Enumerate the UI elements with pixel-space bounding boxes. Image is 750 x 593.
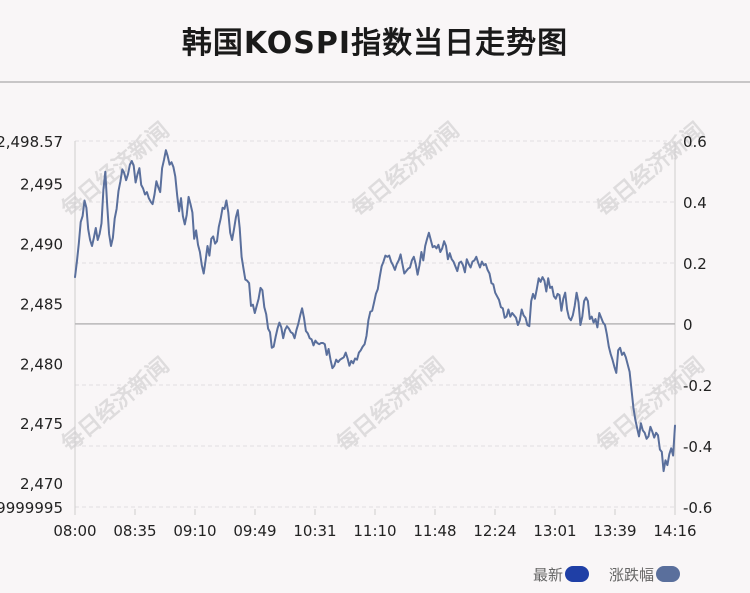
title-divider: [0, 81, 750, 83]
x-tick-label: 09:49: [233, 522, 276, 540]
legend-swatch-latest-icon: [565, 566, 590, 582]
x-tick-label: 11:10: [353, 522, 396, 540]
chart-title: 韩国KOSPI指数当日走势图: [181, 26, 569, 61]
right-tick-label: -0.2: [683, 377, 712, 395]
watermark-text: 每日经济新闻: [347, 117, 465, 222]
watermark-text: 每日经济新闻: [57, 117, 175, 222]
right-tick-label: 0.2: [683, 255, 707, 273]
legend-item-change[interactable]: 涨跌幅: [609, 563, 681, 585]
left-tick-label: 2,480: [20, 355, 63, 373]
right-axis-ticks: 0.6 0.4 0.2 0 -0.2 -0.4 -0.6: [683, 133, 712, 517]
x-tick-label: 13:01: [533, 522, 576, 540]
x-tick-label: 14:16: [653, 522, 696, 540]
legend-swatch-change-icon: [656, 566, 681, 582]
legend-label-latest: 最新: [533, 565, 564, 584]
series-line-kospi: [74, 149, 676, 473]
legend-label-change: 涨跌幅: [609, 565, 655, 584]
x-axis-ticks: 08:00 08:35 09:10 09:49 10:31 11:10 11:48 12:24…: [53, 509, 697, 540]
right-tick-label: -0.4: [683, 438, 712, 456]
x-tick-label: 12:24: [473, 522, 516, 540]
right-tick-label: 0.4: [683, 194, 707, 212]
legend-item-latest[interactable]: 最新: [533, 563, 590, 585]
x-tick-label: 11:48: [413, 522, 456, 540]
left-tick-label: 2,485: [20, 295, 63, 313]
left-tick-label: 2,475: [20, 415, 63, 433]
watermark-text: 每日经济新闻: [57, 352, 175, 457]
x-tick-label: 08:00: [53, 522, 96, 540]
left-tick-label: 2,470: [20, 475, 63, 493]
x-tick-label: 08:35: [113, 522, 156, 540]
left-tick-label: 2467.9999999995: [0, 499, 63, 517]
axes: [74, 141, 676, 515]
watermark-text: 每日经济新闻: [332, 352, 450, 457]
x-tick-label: 10:31: [293, 522, 336, 540]
left-tick-label: 2,495: [20, 176, 63, 194]
left-axis-ticks: 2,498.57 2,495 2,490 2,485 2,480 2,475 2,470 24…: [0, 133, 63, 517]
right-tick-label: -0.6: [683, 499, 712, 517]
right-tick-label: 0.6: [683, 133, 707, 151]
left-tick-label: 2,498.57: [0, 133, 63, 151]
x-tick-label: 09:10: [173, 522, 216, 540]
left-tick-label: 2,490: [20, 236, 63, 254]
x-tick-label: 13:39: [593, 522, 636, 540]
right-tick-label: 0: [683, 316, 693, 334]
series-layer: [74, 149, 676, 473]
